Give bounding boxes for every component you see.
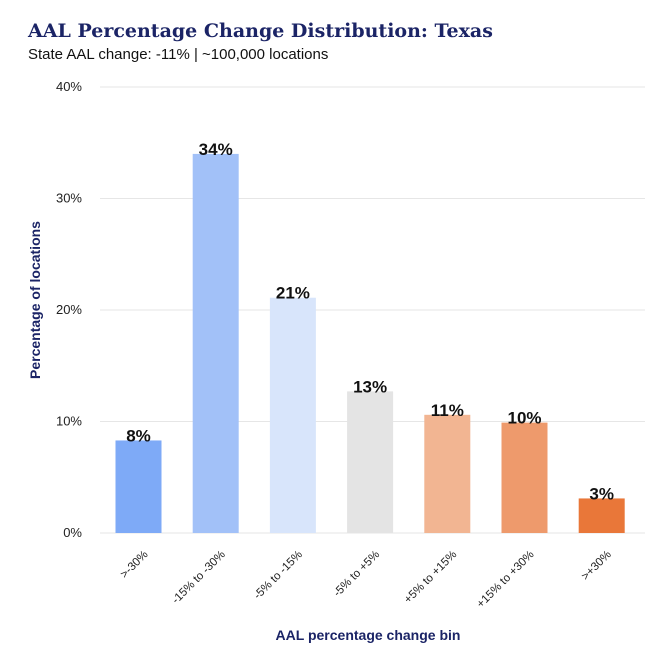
chart-title: AAL Percentage Change Distribution: Texa…: [28, 20, 493, 42]
data-label: 11%: [431, 401, 464, 420]
y-tick-label: 40%: [56, 79, 82, 94]
bar: [578, 498, 625, 533]
y-tick-label: 20%: [56, 302, 82, 317]
x-tick-label: -5% to -15%: [252, 549, 305, 602]
bar: [115, 440, 162, 533]
chart-subtitle: State AAL change: -11% | ~100,000 locati…: [28, 46, 329, 63]
y-tick-label: 10%: [56, 414, 82, 429]
y-tick-label: 0%: [63, 525, 82, 540]
y-axis-label: Percentage of locations: [27, 221, 43, 379]
bar: [192, 153, 239, 533]
data-label: 8%: [126, 426, 151, 445]
x-tick-label: >-30%: [118, 549, 150, 581]
bar: [501, 422, 548, 533]
x-tick-label: >+30%: [580, 549, 614, 583]
bars: [115, 153, 625, 533]
bar: [269, 297, 316, 533]
x-axis-label: AAL percentage change bin: [276, 627, 461, 643]
data-label: 10%: [507, 409, 541, 428]
x-tick-label: -15% to -30%: [170, 549, 228, 607]
data-label: 34%: [199, 140, 233, 159]
data-label: 3%: [589, 484, 614, 503]
y-axis-ticks: 0% 10% 20% 30% 40%: [56, 79, 82, 540]
bar: [424, 414, 471, 533]
bar: [347, 391, 394, 533]
data-label: 13%: [353, 377, 387, 396]
data-label: 21%: [276, 284, 310, 303]
y-tick-label: 30%: [56, 191, 82, 206]
x-tick-label: -5% to +5%: [331, 549, 382, 600]
x-axis-ticks: >-30% -15% to -30% -5% to -15% -5% to +5% +5…: [118, 549, 613, 611]
x-tick-label: +15% to +30%: [475, 549, 537, 611]
x-tick-label: +5% to +15%: [402, 549, 459, 606]
data-labels: 8% 34% 21% 13% 11% 10% 3%: [126, 140, 614, 504]
